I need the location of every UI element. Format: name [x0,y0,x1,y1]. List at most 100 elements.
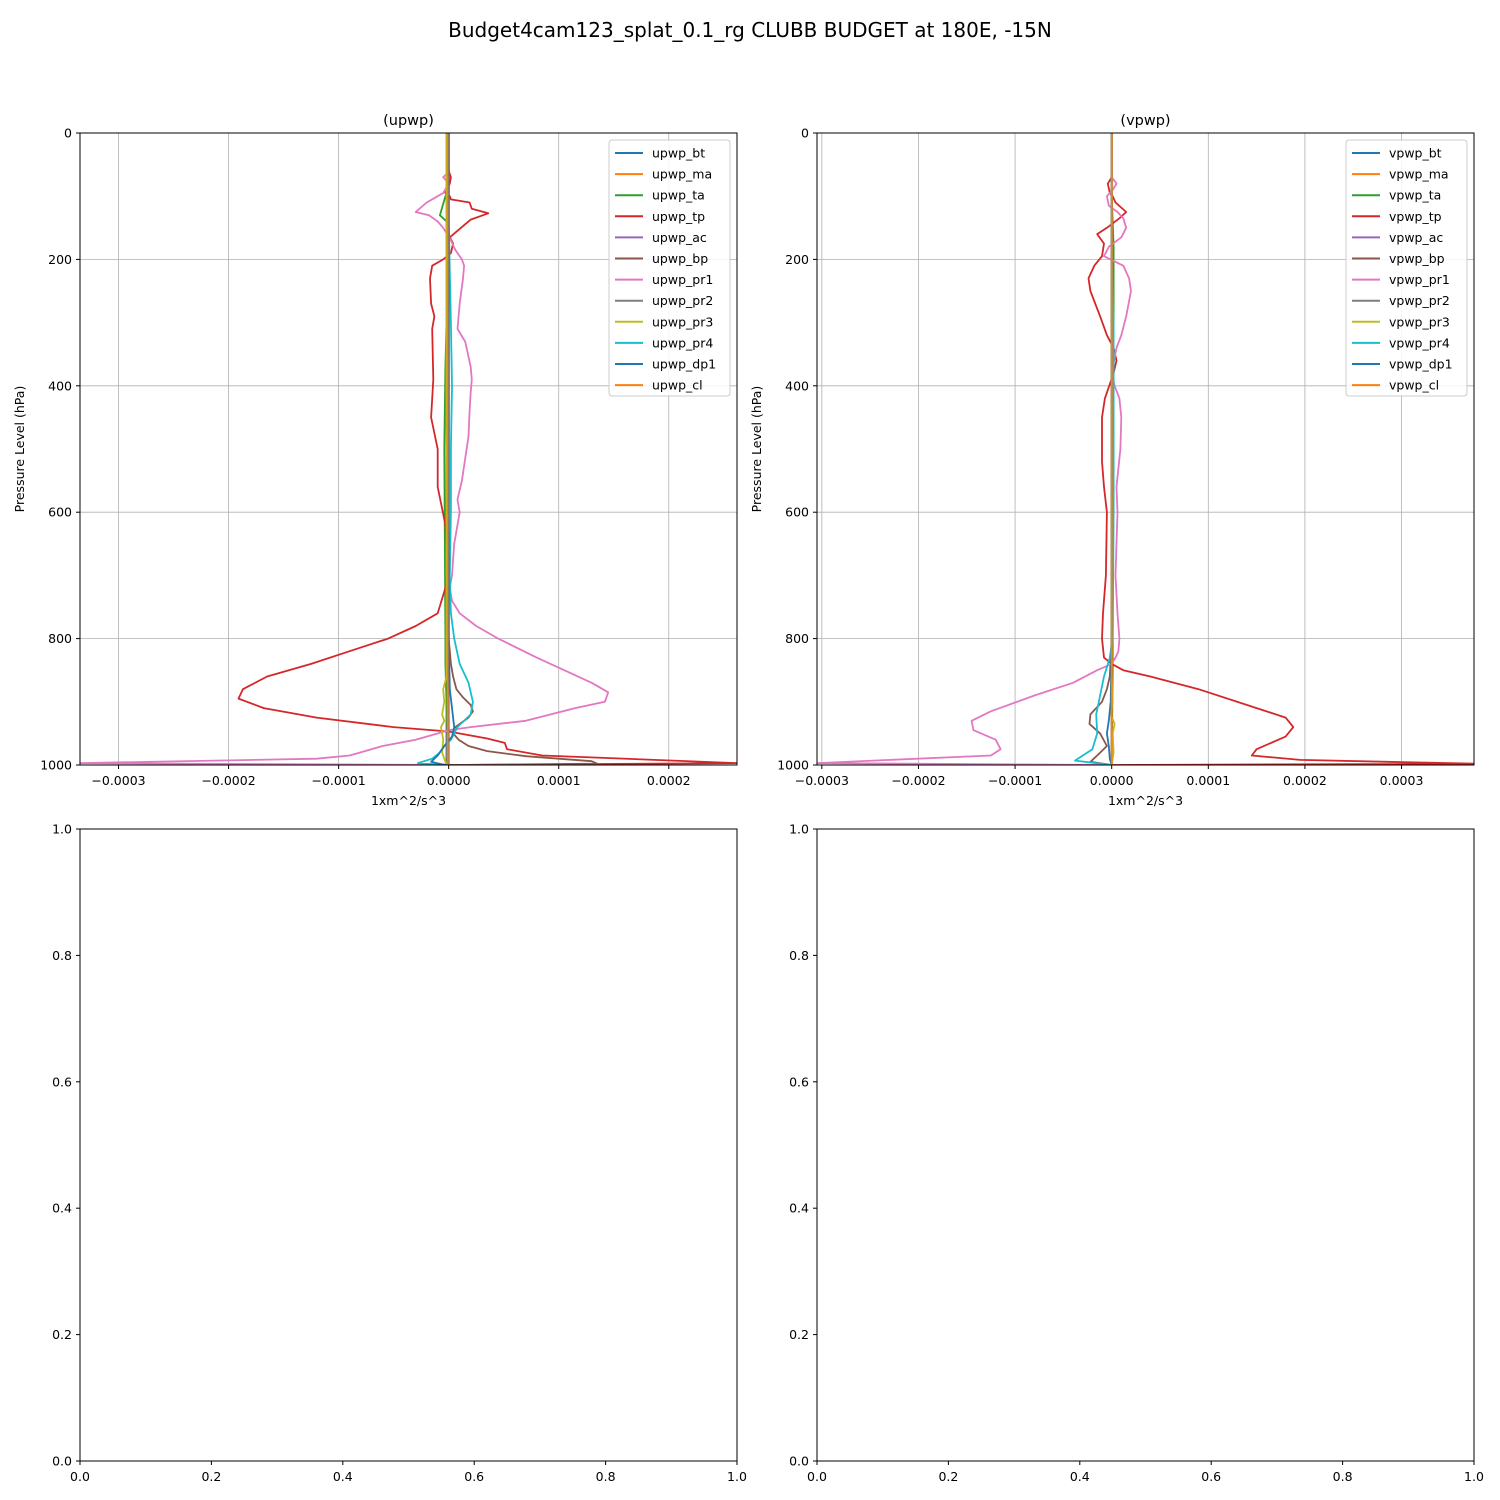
x-tick-label: 0.6 [1201,1469,1221,1484]
legend-label: upwp_bp [652,251,708,266]
series-lines [80,133,737,765]
legend-label: upwp_pr3 [652,314,713,329]
x-tick-label: 0.0002 [647,773,691,788]
subplot-2: −0.0003 −0.0002 −0.0001 0.0000 0.0001 0.0002 0… [749,113,1475,808]
x-tick-label: 0.8 [596,1469,616,1484]
y-tick-label: 0 [64,126,72,141]
x-axis-label: 1xm^2/s^3 [1108,793,1183,808]
legend-label: upwp_pr2 [652,293,713,308]
subplot-grid: −0.0003 −0.0002 −0.0001 0.0000 0.0001 0.00020… [12,113,1484,1484]
x-tick-label: 0.0000 [427,773,471,788]
x-tick-label: −0.0002 [891,773,945,788]
series-line-vpwp_pr4 [1074,133,1115,765]
series-lines [817,133,1474,765]
legend-label: upwp_cl [652,378,703,393]
legend-label: vpwp_pr1 [1389,272,1450,287]
y-tick-label: 200 [48,252,72,267]
axes-frame [79,828,738,1462]
series-line-upwp_tp [237,133,737,765]
y-tick-label: 0 [801,126,809,141]
x-tick-label: 0.8 [1333,1469,1353,1484]
y-tick-label: 0.6 [789,1074,809,1089]
series-line-upwp_pr3 [440,133,450,765]
legend: vpwp_bt vpwp_ma vpwp_ta vpwp_tp vpwp_ac vpwp_… [1345,139,1468,397]
x-tick-label: 0.0003 [1380,773,1424,788]
series-line-upwp_dp1 [430,133,456,765]
y-tick-label: 400 [48,378,72,393]
x-tick-label: −0.0003 [795,773,849,788]
x-tick-label: −0.0001 [988,773,1042,788]
x-tick-label: 0.4 [1070,1469,1090,1484]
legend-label: vpwp_ma [1389,167,1449,182]
y-axis-label: Pressure Level (hPa) [12,386,27,513]
y-tick-label: 0.6 [52,1074,72,1089]
x-tick-label: −0.0001 [312,773,366,788]
series-line-upwp_bp [447,133,599,765]
x-tick-label: 1.0 [1464,1469,1484,1484]
axes-frame [79,132,738,766]
x-tick-label: 0.2 [201,1469,221,1484]
y-tick-label: 600 [785,505,809,520]
x-tick-label: 0.0001 [1186,773,1230,788]
x-tick-label: 0.0000 [1090,773,1134,788]
legend-label: upwp_ac [652,230,707,245]
legend-label: vpwp_bt [1389,146,1442,161]
x-tick-label: −0.0002 [201,773,255,788]
series-line-vpwp_bp [1088,133,1113,765]
x-tick-label: 0.2 [938,1469,958,1484]
legend-label: vpwp_ta [1389,188,1441,203]
y-tick-label: 600 [48,505,72,520]
legend-label: vpwp_cl [1389,378,1439,393]
x-tick-label: 0.0 [70,1469,90,1484]
series-line-upwp_pr1 [80,133,610,765]
legend-box [608,139,731,397]
legend-label: vpwp_pr4 [1389,335,1450,350]
y-tick-label: 0.0 [52,1454,72,1469]
y-tick-label: 0.4 [52,1201,72,1216]
legend-label: vpwp_pr2 [1389,293,1450,308]
y-tick-label: 1000 [777,758,809,773]
subplot-title: (upwp) [383,113,434,129]
subplot-4: 0.0 0.2 0.4 0.6 0.8 1.0 0.0 0.2 0.4 0.6 0.8 1.0 [789,822,1484,1485]
y-tick-label: 0.2 [52,1327,72,1342]
axes-frame [816,132,1475,766]
x-tick-label: 0.0001 [537,773,581,788]
legend-label: upwp_ta [652,188,705,203]
legend-label: vpwp_dp1 [1389,357,1453,372]
y-tick-label: 0.0 [789,1454,809,1469]
y-tick-label: 1.0 [52,822,72,837]
legend-label: upwp_pr4 [652,335,713,350]
x-tick-label: 0.6 [464,1469,484,1484]
x-tick-label: 1.0 [727,1469,747,1484]
legend: upwp_bt upwp_ma upwp_ta upwp_tp upwp_ac upwp_… [608,139,731,397]
legend-label: vpwp_bp [1389,251,1445,266]
subplot-3: 0.0 0.2 0.4 0.6 0.8 1.0 0.0 0.2 0.4 0.6 0.8 1.0 [52,822,747,1485]
series-line-vpwp_pr1 [817,133,1132,765]
figure-title: Budget4cam123_splat_0.1_rg CLUBB BUDGET … [448,18,1052,42]
legend-label: vpwp_pr3 [1389,314,1450,329]
x-axis-label: 1xm^2/s^3 [371,793,446,808]
legend-label: upwp_pr1 [652,272,713,287]
x-tick-label: −0.0003 [91,773,145,788]
y-tick-label: 200 [785,252,809,267]
y-tick-label: 0.8 [789,948,809,963]
subplot-title: (vpwp) [1120,113,1170,129]
legend-box [1345,139,1468,397]
x-tick-label: 0.0 [807,1469,827,1484]
y-axis-label: Pressure Level (hPa) [749,386,764,513]
y-tick-label: 1000 [40,758,72,773]
series-line-vpwp_tp [1087,133,1474,765]
legend-label: vpwp_tp [1389,209,1442,224]
y-tick-label: 1.0 [789,822,809,837]
y-tick-label: 400 [785,378,809,393]
legend-label: upwp_ma [652,167,712,182]
legend-label: upwp_dp1 [652,357,716,372]
legend-label: vpwp_ac [1389,230,1443,245]
y-tick-label: 0.2 [789,1327,809,1342]
y-tick-label: 0.8 [52,948,72,963]
y-tick-label: 0.4 [789,1201,809,1216]
axes-frame [816,828,1475,1462]
subplot-1: −0.0003 −0.0002 −0.0001 0.0000 0.0001 0.0002 0… [12,113,738,808]
